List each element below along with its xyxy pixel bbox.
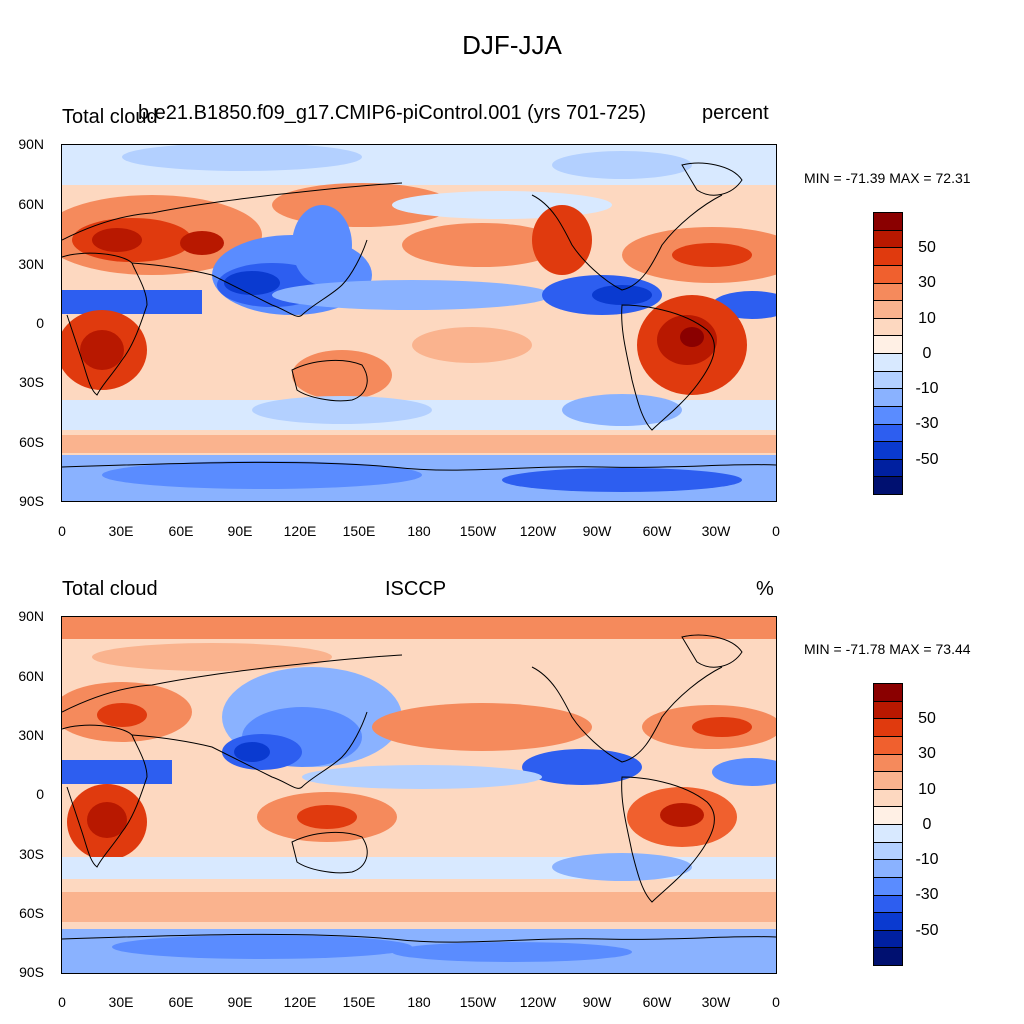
lat-label: 60S xyxy=(19,434,44,450)
colorbar-label: 50 xyxy=(918,239,936,256)
lon-label: 60W xyxy=(642,523,672,539)
colorbar-label: -30 xyxy=(915,415,939,432)
lon-label: 0 xyxy=(772,523,780,539)
colorbar-label: -50 xyxy=(915,922,939,939)
lon-label: 30E xyxy=(108,994,134,1010)
lon-label: 150W xyxy=(459,523,497,539)
colorbar-label: 10 xyxy=(918,310,936,327)
colorbar-label: -10 xyxy=(915,380,939,397)
lon-label: 150W xyxy=(459,994,497,1010)
colorbar-label: -10 xyxy=(915,851,939,868)
colorbar xyxy=(873,683,903,966)
panel-right-title: percent xyxy=(702,102,769,124)
lat-label: 90S xyxy=(19,964,44,980)
lon-label: 120W xyxy=(519,523,557,539)
panel-left-title: Total cloud xyxy=(62,106,158,128)
lat-label: 30S xyxy=(19,846,44,862)
lon-label: 120E xyxy=(283,523,317,539)
lat-label: 90S xyxy=(19,493,44,509)
main-title: DJF-JJA xyxy=(462,30,562,60)
lat-label: 60N xyxy=(18,196,44,212)
lon-label: 90E xyxy=(227,994,253,1010)
colorbar-label: -50 xyxy=(915,451,939,468)
map-model xyxy=(62,145,776,501)
lon-label: 0 xyxy=(58,994,66,1010)
colorbar-label: 0 xyxy=(922,816,932,833)
lon-label: 0 xyxy=(772,994,780,1010)
lon-label: 120W xyxy=(519,994,557,1010)
lon-label: 150E xyxy=(342,523,376,539)
lon-label: 30W xyxy=(701,994,731,1010)
lon-label: 30W xyxy=(701,523,731,539)
lat-label: 0 xyxy=(36,315,44,331)
lon-label: 150E xyxy=(342,994,376,1010)
coastlines xyxy=(62,634,776,943)
min-max-stats: MIN = -71.39 MAX = 72.31 xyxy=(804,170,971,186)
lon-label: 180 xyxy=(407,523,431,539)
lat-label: 90N xyxy=(18,608,44,624)
colorbar-label: 10 xyxy=(918,781,936,798)
lat-label: 0 xyxy=(36,786,44,802)
colorbar-label: 50 xyxy=(918,710,936,727)
colorbar-label: 30 xyxy=(918,274,936,291)
colorbar-label: -30 xyxy=(915,886,939,903)
panel-center-title: b.e21.B1850.f09_g17.CMIP6-piControl.001 … xyxy=(138,102,647,124)
lon-label: 60W xyxy=(642,994,672,1010)
lon-label: 90E xyxy=(227,523,253,539)
lon-label: 30E xyxy=(108,523,134,539)
lat-label: 90N xyxy=(18,136,44,152)
map-observed xyxy=(62,617,776,973)
lon-label: 120E xyxy=(283,994,317,1010)
min-max-stats: MIN = -71.78 MAX = 73.44 xyxy=(804,641,971,657)
lat-label: 60N xyxy=(18,668,44,684)
coastlines xyxy=(62,162,776,471)
lon-label: 0 xyxy=(58,523,66,539)
panel-left-title: Total cloud xyxy=(62,578,158,600)
lat-label: 60S xyxy=(19,905,44,921)
lat-label: 30N xyxy=(18,256,44,272)
lon-label: 90W xyxy=(582,994,612,1010)
lon-label: 60E xyxy=(168,523,194,539)
lon-label: 60E xyxy=(168,994,194,1010)
lon-label: 90W xyxy=(582,523,612,539)
panel-right-title: % xyxy=(756,578,774,600)
colorbar-label: 0 xyxy=(922,345,932,362)
lat-label: 30N xyxy=(18,727,44,743)
colorbar-label: 30 xyxy=(918,745,936,762)
colorbar xyxy=(873,212,903,495)
panel-center-title: ISCCP xyxy=(385,578,447,600)
lat-label: 30S xyxy=(19,374,44,390)
lon-label: 180 xyxy=(407,994,431,1010)
